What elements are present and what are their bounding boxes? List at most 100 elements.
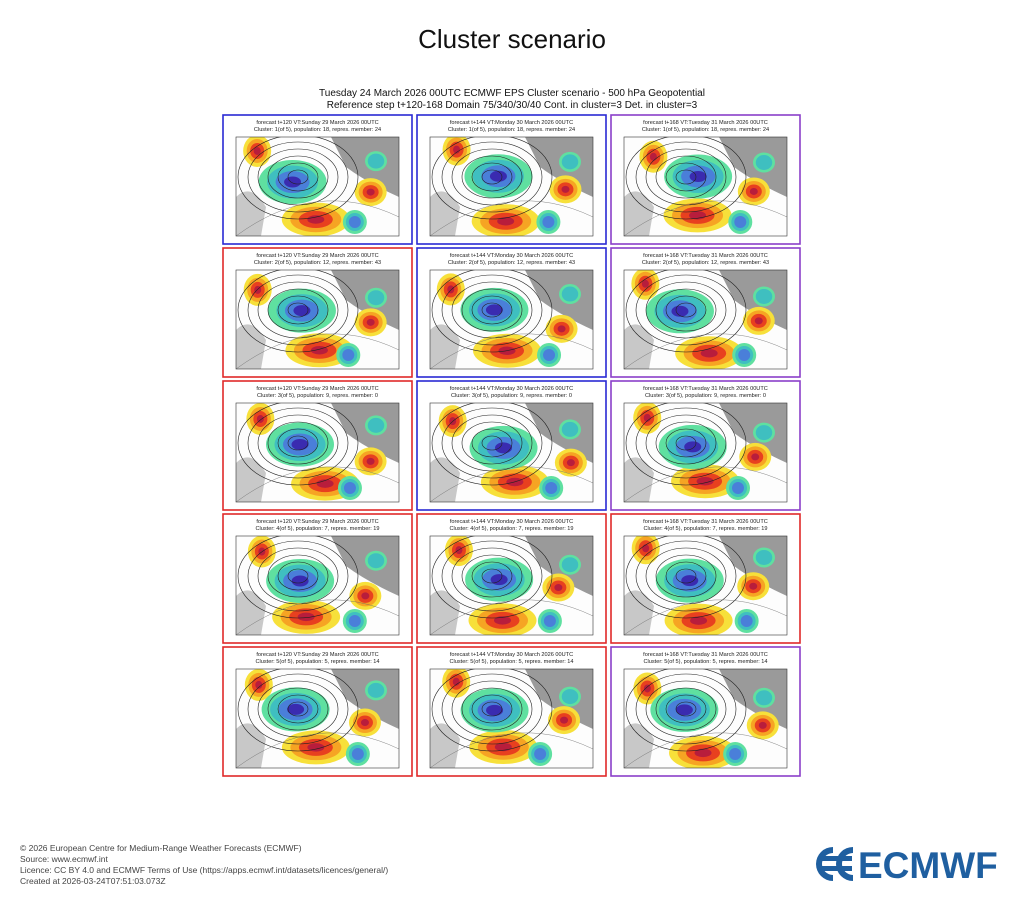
- land: [624, 324, 654, 369]
- contour: [635, 673, 737, 745]
- contour: [471, 428, 513, 458]
- contour: [257, 414, 339, 472]
- map: [430, 137, 593, 236]
- contour: [237, 669, 359, 752]
- cluster-panel: forecast t+144 VT:Monday 30 March 2026 0…: [416, 513, 607, 644]
- contour: [665, 694, 707, 724]
- anomaly: [561, 185, 570, 193]
- map-frame: [429, 668, 594, 769]
- contour: [257, 148, 339, 206]
- meridian: [430, 599, 593, 635]
- contour: [471, 561, 513, 591]
- contour: [247, 540, 349, 612]
- anomaly: [749, 582, 758, 590]
- panel-cluster: Cluster: 2(of 5), population: 12, repres…: [254, 260, 381, 266]
- contour: [655, 288, 717, 332]
- anomaly: [367, 153, 385, 169]
- panel-cluster: Cluster: 4(of 5), population: 7, repres.…: [255, 526, 379, 532]
- contour: [481, 701, 503, 717]
- panel-forecast: forecast t+120 VT:Sunday 29 March 2026 0…: [256, 519, 378, 525]
- logo-text: ECMWF: [858, 845, 998, 886]
- map-frame: [235, 402, 400, 503]
- land: [236, 324, 266, 369]
- anomaly: [494, 616, 512, 625]
- land: [624, 590, 654, 635]
- cluster-panel: forecast t+144 VT:Monday 30 March 2026 0…: [416, 247, 607, 378]
- panel-cluster: Cluster: 3(of 5), population: 9, repres.…: [645, 393, 766, 399]
- contour: [635, 141, 737, 213]
- map: [236, 669, 399, 768]
- map: [430, 536, 593, 635]
- page-title: Cluster scenario: [418, 24, 606, 54]
- figure-header: Reference step t+120-168 Domain 75/340/3…: [327, 100, 698, 111]
- land: [719, 137, 787, 197]
- panel-forecast: forecast t+168 VT:Tuesday 31 March 2026 …: [643, 652, 768, 658]
- map-frame: [235, 668, 400, 769]
- contour: [267, 155, 329, 199]
- contour: [625, 669, 747, 752]
- anomaly: [342, 349, 355, 361]
- anomaly: [729, 748, 742, 760]
- map-frame: [623, 269, 788, 370]
- contour: [441, 540, 543, 612]
- contour: [277, 428, 319, 458]
- land: [430, 590, 460, 635]
- meridian: [430, 333, 593, 369]
- anomaly: [751, 453, 760, 461]
- panel-forecast: forecast t+144 VT:Monday 30 March 2026 0…: [450, 386, 573, 392]
- anomaly: [732, 482, 745, 494]
- contour: [441, 274, 543, 346]
- contour: [287, 302, 309, 318]
- anomaly: [485, 304, 503, 316]
- contour: [267, 421, 329, 465]
- anomaly: [287, 703, 305, 715]
- contour: [481, 435, 503, 451]
- footer-line: Source: www.ecmwf.int: [20, 854, 108, 864]
- contour: [645, 547, 727, 605]
- anomaly: [755, 155, 773, 171]
- anomaly: [255, 680, 263, 689]
- panel-cluster: Cluster: 3(of 5), population: 9, repres.…: [257, 393, 378, 399]
- panel-forecast: forecast t+168 VT:Tuesday 31 March 2026 …: [643, 386, 768, 392]
- contour: [237, 403, 359, 486]
- meridian: [236, 200, 399, 236]
- anomaly: [489, 170, 507, 182]
- contour: [635, 540, 737, 612]
- cluster-panel: forecast t+120 VT:Sunday 29 March 2026 0…: [222, 646, 413, 777]
- footer-line: © 2026 European Centre for Medium-Range …: [20, 843, 302, 853]
- map-frame: [623, 136, 788, 237]
- map: [236, 403, 399, 502]
- panel-cluster: Cluster: 1(of 5), population: 18, repres…: [642, 127, 769, 133]
- map: [624, 137, 787, 236]
- anomaly: [366, 457, 375, 465]
- contour: [645, 414, 727, 472]
- anomaly: [755, 425, 773, 441]
- meridian: [236, 732, 399, 768]
- contour: [665, 295, 707, 325]
- panel-cluster: Cluster: 5(of 5), population: 5, repres.…: [255, 659, 379, 665]
- map-frame: [429, 136, 594, 237]
- cluster-panel: forecast t+120 VT:Sunday 29 March 2026 0…: [222, 114, 413, 245]
- anomaly: [360, 719, 369, 727]
- anomaly: [534, 748, 547, 760]
- contour: [635, 407, 737, 479]
- contour: [675, 302, 697, 318]
- anomaly: [560, 716, 569, 724]
- anomaly: [738, 349, 751, 361]
- land: [430, 457, 460, 502]
- cluster-panel: forecast t+168 VT:Tuesday 31 March 2026 …: [610, 247, 801, 378]
- contour: [451, 148, 533, 206]
- anomaly: [366, 188, 375, 196]
- anomaly: [557, 325, 566, 333]
- meridian: [236, 466, 399, 502]
- anomaly: [367, 682, 385, 698]
- anomaly: [561, 286, 579, 302]
- land: [236, 191, 266, 236]
- panel-forecast: forecast t+120 VT:Sunday 29 March 2026 0…: [256, 120, 378, 126]
- anomaly: [649, 152, 657, 161]
- anomaly: [561, 557, 579, 573]
- contour: [471, 295, 513, 325]
- anomaly: [367, 417, 385, 433]
- land: [624, 457, 654, 502]
